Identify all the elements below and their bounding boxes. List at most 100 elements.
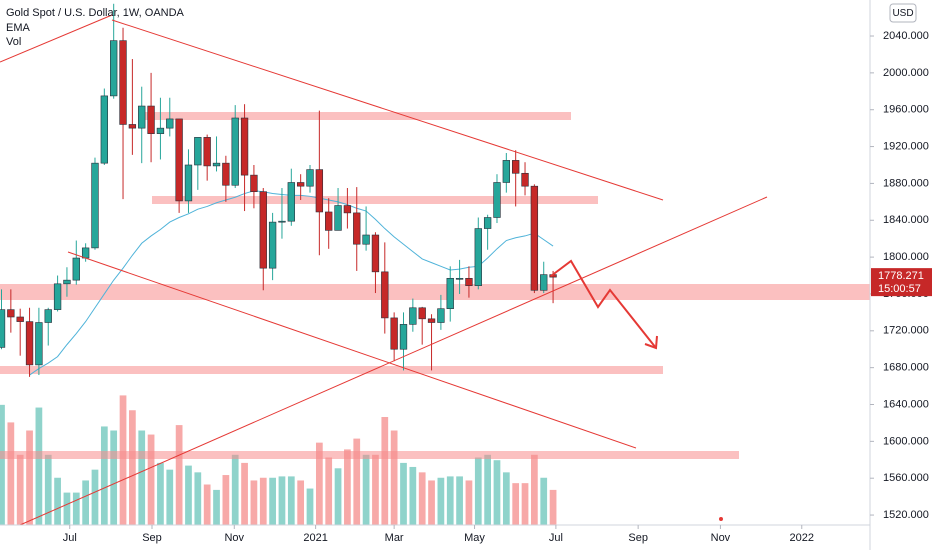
- candle-body: [250, 174, 258, 193]
- volume-bar: [409, 466, 417, 525]
- volume-bar: [63, 492, 71, 525]
- y-tick-label: 1960.000: [883, 104, 929, 116]
- candle-body: [530, 185, 539, 291]
- candle-body: [156, 127, 165, 134]
- candle-body: [63, 279, 71, 285]
- volume-bar: [241, 462, 248, 525]
- volume-bar: [250, 480, 258, 525]
- indicator-legend[interactable]: Vol: [6, 36, 21, 48]
- candle-body: [390, 317, 398, 350]
- candle-body: [7, 309, 15, 318]
- volume-bar: [54, 477, 61, 525]
- last-price-label: 1778.271: [878, 270, 924, 282]
- volume-bar: [474, 457, 482, 525]
- volume-bar: [512, 483, 520, 525]
- candle-body: [110, 40, 118, 97]
- volume-bar: [185, 465, 192, 525]
- volume-bar: [203, 484, 211, 525]
- candle-body: [353, 212, 361, 245]
- currency-box[interactable]: [889, 3, 917, 23]
- trend-line: [67, 251, 637, 449]
- volume-bar: [138, 430, 146, 525]
- volume-bar: [484, 454, 491, 525]
- y-tick-label: 1800.000: [883, 251, 929, 263]
- volume-bar: [26, 430, 33, 525]
- volume-bar: [428, 480, 435, 525]
- volume-bar: [297, 480, 305, 525]
- volume-bar: [418, 472, 426, 525]
- trend-line: [0, 14, 113, 63]
- y-tick-label: 2040.000: [883, 30, 929, 42]
- currency: USD: [892, 8, 913, 19]
- candle-body: [334, 205, 342, 231]
- zone: [140, 112, 571, 120]
- volume-bar: [213, 489, 220, 525]
- candle-body: [399, 324, 408, 350]
- x-tick-label: Jul: [63, 532, 77, 544]
- volume-bar: [315, 442, 323, 525]
- arrow-head: [644, 335, 658, 350]
- candle-body: [409, 307, 417, 325]
- volume-bar: [325, 457, 333, 525]
- candle-layer: [0, 3, 557, 377]
- y-tick-label: 1680.000: [883, 362, 929, 374]
- candle-body: [0, 309, 6, 348]
- indicator-legend[interactable]: EMA: [6, 22, 31, 34]
- candle-body: [502, 160, 510, 183]
- x-tick-label: Sep: [628, 532, 648, 544]
- volume-bar: [259, 477, 267, 525]
- projection-arrow: [550, 259, 657, 349]
- volume-bar: [278, 476, 286, 525]
- candle-body: [540, 274, 548, 291]
- candle-body: [119, 40, 127, 125]
- volume-bar: [44, 454, 52, 525]
- candle-body: [446, 277, 454, 309]
- volume-bar: [166, 469, 174, 525]
- candle-body: [147, 105, 155, 134]
- volume-layer: [0, 395, 557, 525]
- y-tick-label: 1640.000: [883, 398, 929, 410]
- y-tick-label: 1600.000: [883, 435, 929, 447]
- candle-body: [53, 283, 62, 310]
- candle-body: [184, 164, 193, 202]
- volume-bar: [456, 476, 463, 525]
- candle-body: [128, 124, 137, 129]
- drawing-zones: [0, 112, 870, 459]
- volume-bar: [362, 454, 370, 525]
- volume-bar: [16, 454, 24, 525]
- volume-bar: [100, 426, 108, 525]
- candle-body: [483, 217, 492, 229]
- chart-title: Gold Spot / U.S. Dollar, 1W, OANDA: [6, 7, 185, 19]
- candle-body: [212, 162, 221, 167]
- volume-bar: [129, 410, 136, 525]
- volume-bar: [175, 425, 183, 525]
- volume-bar: [381, 417, 389, 525]
- x-tick-label: 2022: [790, 532, 814, 544]
- candle-body: [278, 220, 286, 223]
- volume-bar: [35, 407, 43, 525]
- candle-body: [325, 211, 333, 231]
- x-tick-label: Mar: [385, 532, 404, 544]
- y-tick-label: 1920.000: [883, 140, 929, 152]
- volume-bar: [502, 472, 510, 525]
- volume-bar: [119, 395, 127, 525]
- candle-body: [465, 277, 473, 286]
- candle-body: [512, 160, 520, 174]
- candle-body: [259, 191, 267, 269]
- y-tick-label: 2000.000: [883, 67, 929, 79]
- x-tick-label: May: [464, 532, 485, 544]
- volume-bar: [446, 476, 454, 525]
- candle-body: [437, 308, 445, 323]
- candle-body: [175, 118, 183, 202]
- zone: [0, 366, 663, 374]
- candle-body: [455, 277, 464, 280]
- volume-bar: [0, 404, 5, 525]
- candle-body: [521, 172, 529, 187]
- candle-body: [306, 169, 314, 187]
- candle-body: [44, 309, 52, 323]
- y-tick-label: 1520.000: [883, 509, 929, 521]
- volume-bar: [549, 489, 557, 525]
- volume-bar: [72, 492, 80, 525]
- volume-bar: [493, 460, 501, 525]
